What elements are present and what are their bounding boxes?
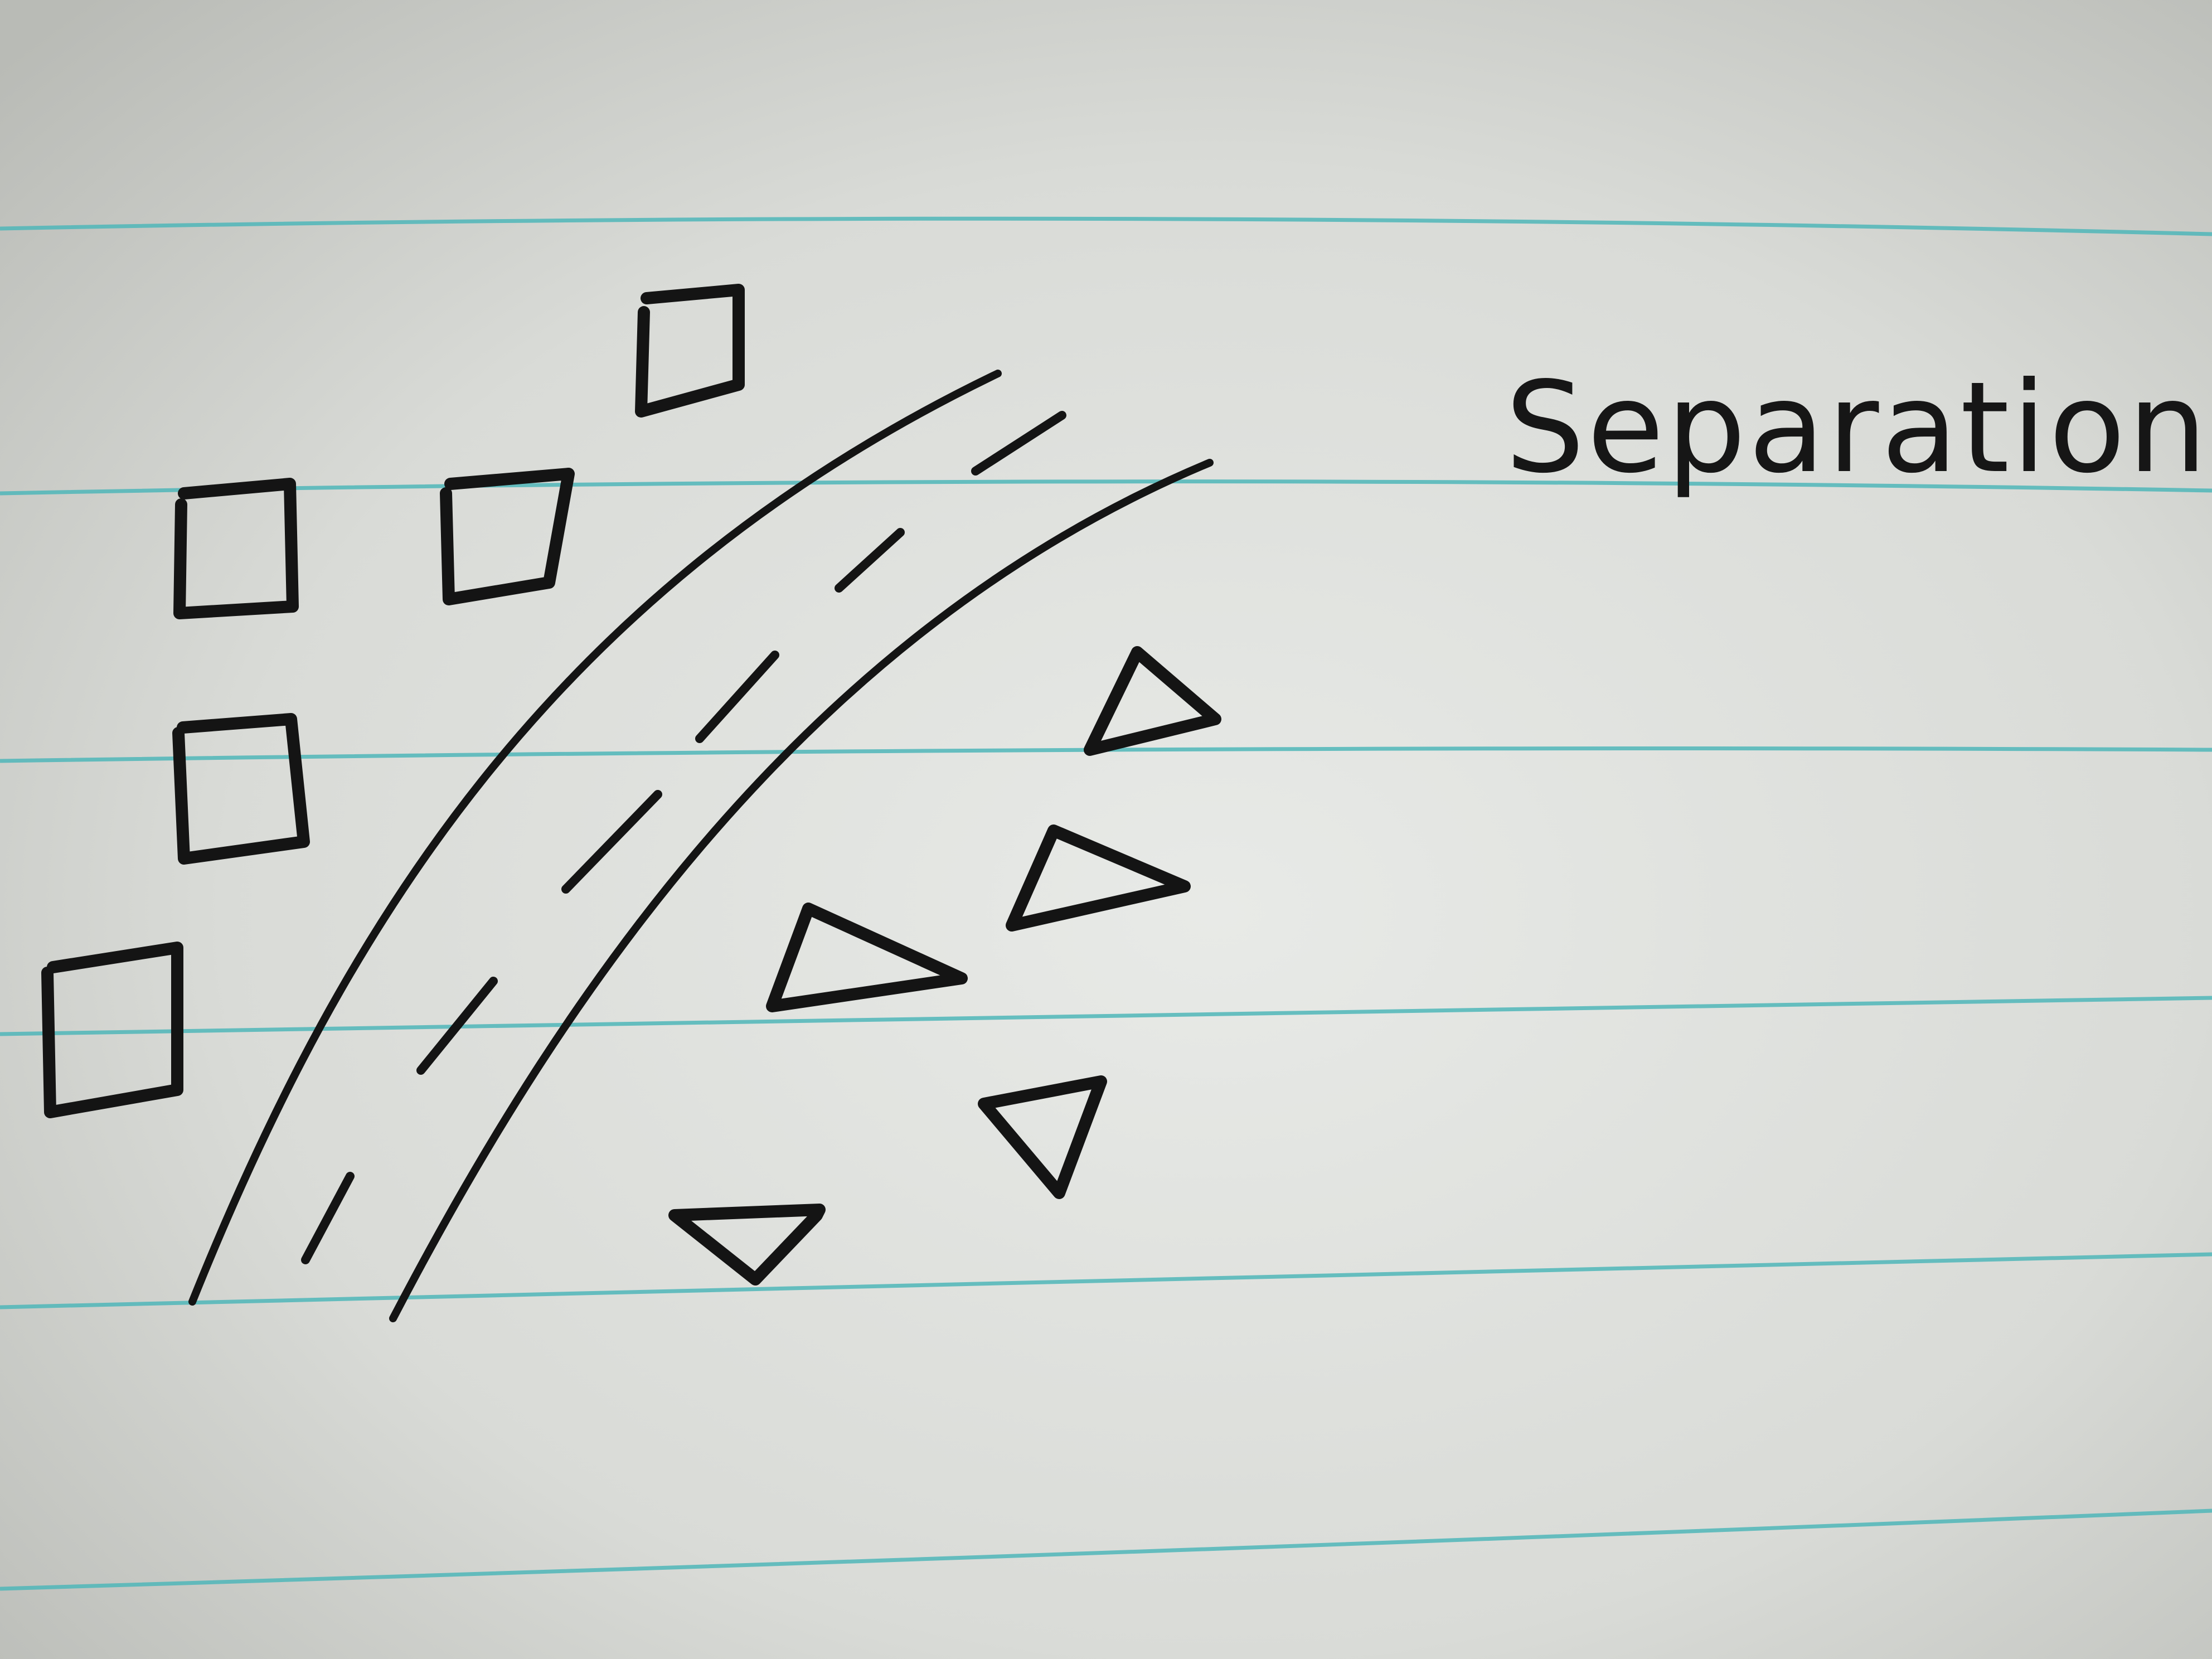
diagram-label: Separation	[1505, 355, 2209, 501]
triangle-marker	[978, 1075, 1107, 1199]
ruled-line	[0, 479, 2212, 496]
separating-hyperplane	[188, 370, 1214, 1322]
square-marker	[41, 942, 183, 1118]
boundary-dash	[301, 1172, 355, 1264]
margin-boundary-lower	[389, 459, 1214, 1322]
triangle-marker	[1006, 824, 1191, 932]
decision-boundary-dashed	[301, 411, 1066, 1264]
triangle-marker	[1084, 646, 1221, 756]
triangle-marker	[668, 1204, 826, 1286]
square-marker	[173, 478, 299, 619]
ruled-line	[0, 216, 2212, 236]
triangle-marker	[766, 903, 968, 1012]
margin-boundary-upper	[188, 370, 1002, 1306]
square-marker	[172, 713, 310, 865]
boundary-dash	[971, 411, 1066, 476]
boundary-dash	[416, 977, 498, 1075]
square-marker	[635, 284, 745, 418]
boundary-dash	[561, 790, 662, 894]
class-a-squares	[41, 284, 745, 1118]
ruled-line	[0, 996, 2212, 1036]
boundary-dash	[695, 651, 779, 743]
square-marker	[440, 468, 575, 605]
boundary-dash	[835, 528, 905, 593]
ruled-line	[0, 1252, 2212, 1309]
class-b-triangles	[668, 646, 1221, 1286]
ruled-line	[0, 1508, 2212, 1591]
